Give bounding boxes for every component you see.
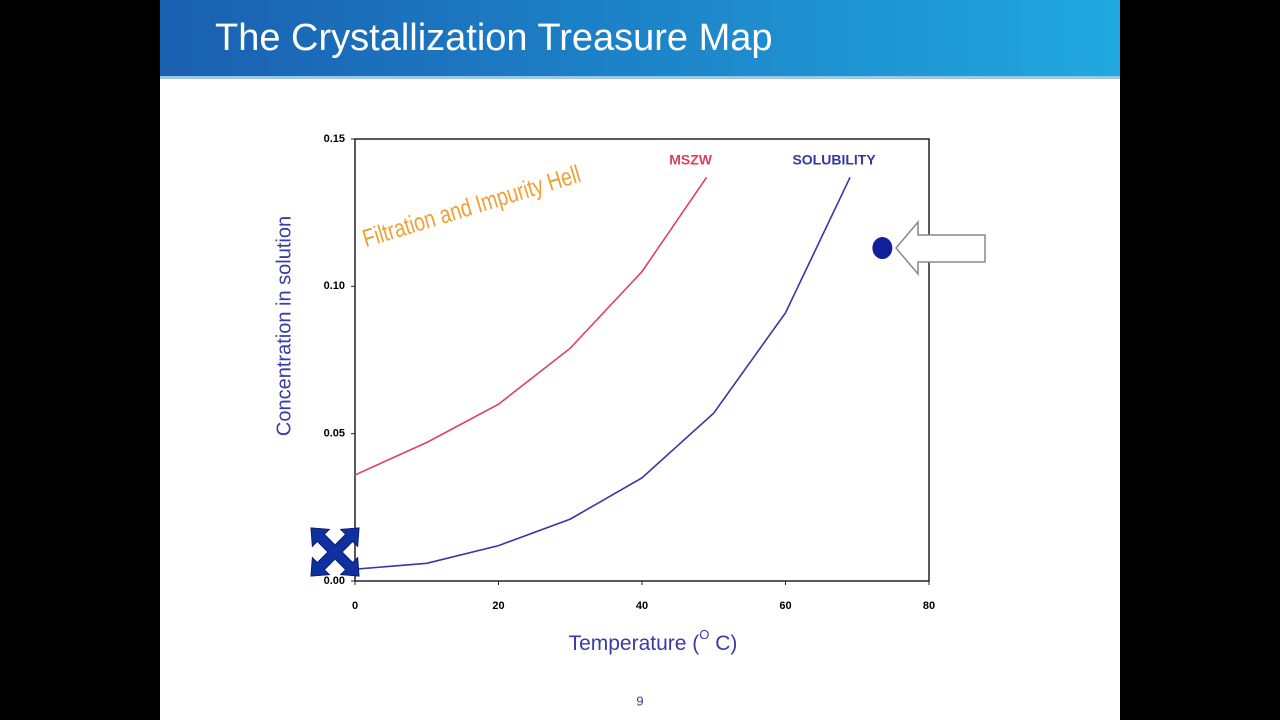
x-axis-label-part: Temperature ( [569,632,700,655]
x-axis-label-part: C) [709,632,737,655]
slide [160,0,1120,720]
x-tick-label: 60 [779,600,791,612]
y-tick-label: 0.05 [324,428,345,440]
series-line [354,176,851,571]
start-callout [895,219,986,277]
x-tick-label: 20 [492,600,504,612]
y-tick-label: 0.00 [324,575,345,587]
y-tick-label: 0.10 [324,280,345,292]
x-tick-label: 80 [923,600,935,612]
start-marker [872,237,893,260]
y-axis-label: Concentration in solution [273,216,295,436]
series-line [354,176,708,476]
series-label: SOLUBILITY [792,152,876,168]
title-bar [160,0,1120,76]
title-rule [160,76,1120,79]
move-icon [310,527,360,577]
x-axis-label: Temperature (O C) [569,627,738,654]
page-number: 9 [636,693,643,708]
slide-title: The Crystallization Treasure Map [215,17,773,59]
x-axis-label-part: O [699,627,709,642]
x-tick-label: 0 [352,600,358,612]
y-tick-label: 0.15 [324,133,345,145]
x-tick-label: 40 [636,600,648,612]
series-label: MSZW [669,152,713,168]
